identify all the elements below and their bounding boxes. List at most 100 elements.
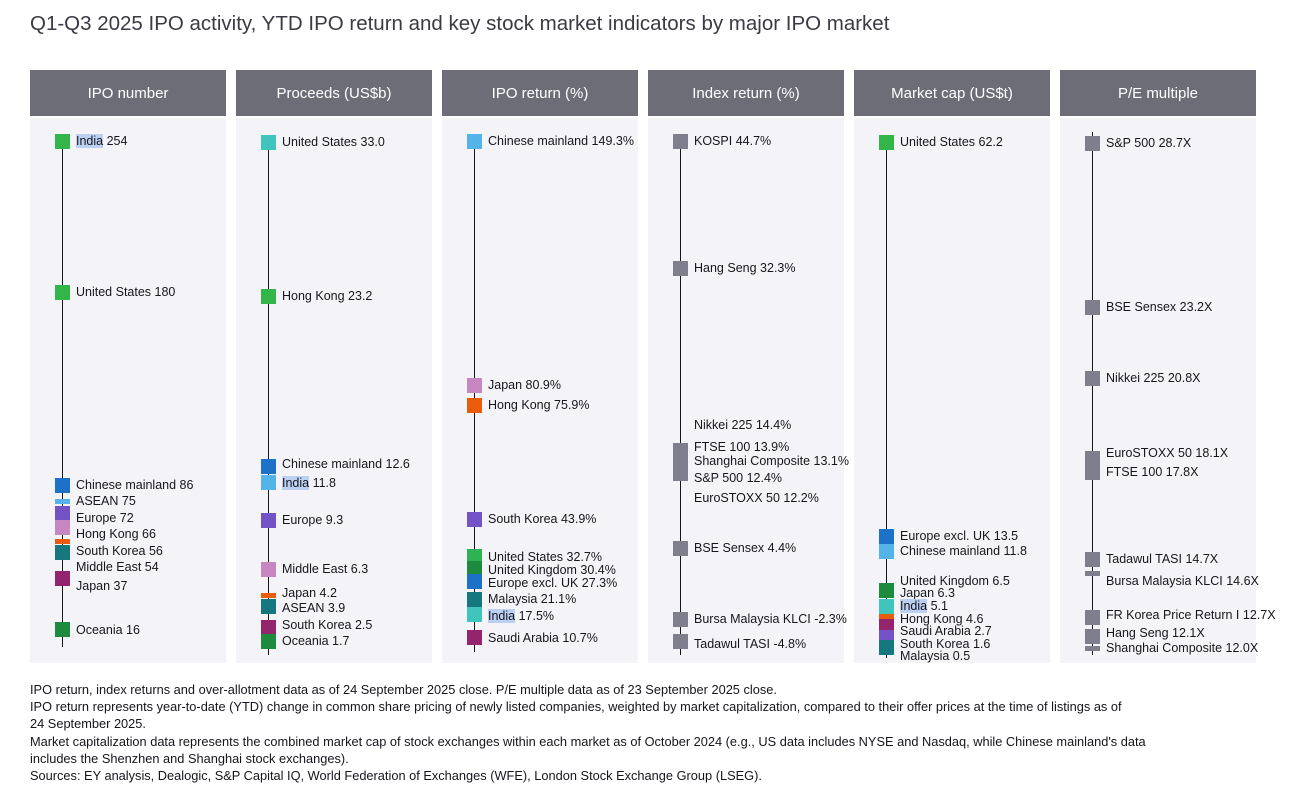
indicator-panel: P/E multiple S&P 500 28.7X BSE Sensex 23…: [1060, 70, 1276, 663]
item-value: 23.2: [344, 289, 373, 303]
market-name: Nikkei 225: [1106, 371, 1165, 385]
item-value: 18.1X: [1191, 446, 1229, 460]
item-label: South Korea 2.5: [282, 617, 372, 633]
data-point-marker: [466, 560, 482, 576]
market-name: Hong Kong: [76, 527, 139, 541]
item-value: 4.4%: [764, 541, 797, 555]
item-value: 180: [151, 285, 176, 299]
item-label: Chinese mainland 86: [76, 477, 193, 493]
market-name: BSE Sensex: [1106, 300, 1177, 314]
item-value: 30.4%: [576, 563, 616, 577]
panel-header: Proceeds (US$b): [236, 70, 432, 116]
item-label: ASEAN 75: [76, 493, 136, 509]
item-label: Oceania 1.7: [282, 633, 349, 649]
item-value: 86: [176, 478, 194, 492]
market-name: Europe excl. UK: [900, 529, 991, 543]
item-label: Oceania 16: [76, 622, 140, 638]
data-point-marker: [54, 570, 70, 586]
panels: IPO number India 254 United States 180 C…: [30, 70, 1276, 663]
panel-body: United States 62.2 Europe excl. UK 13.5 …: [854, 118, 1050, 663]
data-point-marker: [54, 133, 70, 149]
data-point-marker: [672, 633, 688, 649]
data-point-marker: [466, 573, 482, 589]
item-label: FTSE 100 17.8X: [1106, 464, 1198, 480]
axis-line: [268, 142, 269, 655]
item-label: Chinese mainland 11.8: [900, 543, 1027, 559]
item-value: 44.7%: [732, 134, 772, 148]
market-name: United Kingdom: [488, 563, 577, 577]
market-name: Hang Seng: [1106, 626, 1169, 640]
panel-header: P/E multiple: [1060, 70, 1256, 116]
item-label: Europe 9.3: [282, 512, 343, 528]
panel-header: Market cap (US$t): [854, 70, 1050, 116]
item-value: 6.3: [934, 586, 955, 600]
footnote-line: Market capitalization data represents th…: [30, 733, 1146, 749]
data-point-marker: [1084, 645, 1100, 651]
data-point-marker: [260, 288, 276, 304]
item-label: Middle East 54: [76, 559, 159, 575]
item-value: 13.5: [990, 529, 1019, 543]
item-value: 75: [118, 494, 136, 508]
item-value: 12.1X: [1168, 626, 1205, 640]
data-point-marker: [54, 519, 70, 535]
item-label: Europe 72: [76, 510, 134, 526]
item-value: 12.6: [382, 457, 410, 471]
market-name: Europe excl. UK: [488, 576, 579, 590]
item-value: 254: [103, 134, 128, 148]
item-value: 72: [116, 511, 134, 525]
item-label: Bursa Malaysia KLCI -2.3%: [694, 611, 847, 627]
panel-header: IPO return (%): [442, 70, 638, 116]
item-label: India 17.5%: [488, 608, 554, 624]
data-point-marker: [878, 528, 894, 544]
market-name: Nikkei 225: [694, 418, 753, 432]
item-value: 54: [141, 560, 159, 574]
market-name: Malaysia: [488, 592, 538, 606]
item-label: United States 32.7%: [488, 549, 602, 565]
market-name: Oceania: [76, 623, 123, 637]
market-name: Middle East: [282, 562, 348, 576]
indicator-panel: Market cap (US$t) United States 62.2 Eur…: [854, 70, 1050, 663]
item-label: South Korea 56: [76, 543, 163, 559]
data-point-marker: [878, 543, 894, 559]
data-point-marker: [466, 133, 482, 149]
market-name: FTSE 100: [1106, 465, 1163, 479]
item-value: 1.6: [969, 637, 991, 651]
market-name: Chinese mainland: [76, 478, 177, 492]
axis-line: [886, 142, 887, 658]
data-point-marker: [672, 447, 688, 463]
market-name: Middle East: [76, 560, 142, 574]
item-label: South Korea 1.6: [900, 636, 990, 652]
item-value: 43.9%: [557, 512, 597, 526]
data-point-marker: [672, 540, 688, 556]
data-point-marker: [54, 498, 70, 504]
item-value: 20.8X: [1164, 371, 1201, 385]
market-name: United States: [282, 135, 358, 149]
data-point-marker: [54, 505, 70, 521]
indicator-panel: IPO return (%) Chinese mainland 149.3% J…: [442, 70, 638, 663]
item-label: Europe excl. UK 27.3%: [488, 575, 617, 591]
market-name: South Korea: [900, 637, 970, 651]
item-label: United States 180: [76, 284, 175, 300]
footnote-line: Sources: EY analysis, Dealogic, S&P Capi…: [30, 768, 762, 784]
page-title: Q1-Q3 2025 IPO activity, YTD IPO return …: [30, 12, 890, 35]
item-label: Saudi Arabia 2.7: [900, 623, 992, 639]
item-label: Chinese mainland 12.6: [282, 456, 410, 472]
item-value: 14.6X: [1222, 574, 1259, 588]
item-value: 11.8: [309, 476, 336, 490]
data-point-marker: [466, 511, 482, 527]
item-label: Hong Kong 66: [76, 526, 156, 542]
market-name: India: [900, 599, 928, 613]
data-point-marker: [672, 462, 688, 468]
axis-line: [62, 141, 63, 647]
market-name: S&P 500: [694, 471, 744, 485]
item-label: India 5.1: [900, 598, 948, 614]
data-point-marker: [54, 621, 70, 637]
item-value: 21.1%: [537, 592, 577, 606]
panel-header: IPO number: [30, 70, 226, 116]
item-value: 27.3%: [578, 576, 618, 590]
market-name: United States: [900, 135, 976, 149]
item-label: EuroSTOXX 50 18.1X: [1106, 445, 1228, 461]
item-label: Japan 80.9%: [488, 377, 561, 393]
item-value: 0.5: [949, 649, 971, 663]
item-label: India 11.8: [282, 475, 336, 491]
